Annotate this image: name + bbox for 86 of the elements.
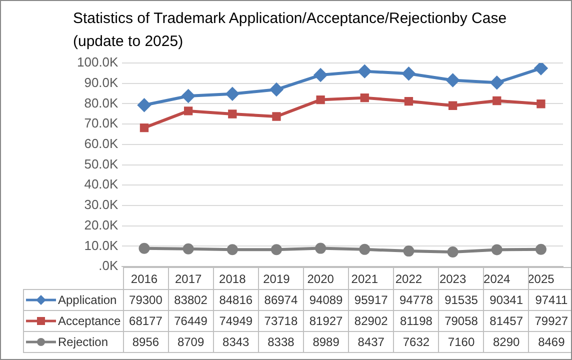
y-tick-label: 40.0K [84, 176, 119, 192]
point [226, 244, 238, 256]
point [492, 96, 502, 106]
y-tick-label: 90.0K [84, 74, 119, 90]
point [272, 112, 281, 121]
data-label: 91535 [438, 289, 484, 310]
y-tick-label: 50.0K [84, 156, 119, 172]
x-tick-label: 2018 [219, 272, 246, 286]
data-label: 81927 [304, 310, 349, 332]
y-tick-label: 30.0K [84, 197, 119, 212]
point [140, 123, 149, 132]
point [138, 242, 150, 254]
point [184, 106, 193, 116]
y-tick-label: 20.0K [84, 217, 119, 232]
point [182, 89, 195, 102]
data-label: 8469 [528, 331, 572, 352]
data-label: 90341 [484, 289, 529, 310]
data-label: 95917 [348, 289, 394, 310]
data-label: 79927 [528, 310, 572, 332]
data-label: 82902 [348, 310, 394, 332]
data-label: 7160 [438, 331, 484, 352]
data-label: 84816 [213, 289, 258, 310]
point [360, 93, 369, 102]
data-label: 73718 [258, 310, 304, 332]
data-label: 79058 [438, 310, 484, 332]
data-label: 8989 [304, 331, 349, 352]
x-tick-label: 2016 [130, 272, 158, 286]
legend-label: Application [58, 292, 117, 307]
point [536, 100, 546, 108]
x-tick-label: 2024 [484, 272, 511, 286]
legend-label: Acceptance [58, 314, 121, 328]
point [448, 101, 458, 110]
data-label: 97411 [528, 289, 572, 310]
point [535, 244, 546, 255]
point [490, 76, 504, 90]
y-tick-label: 70.0K [84, 116, 119, 131]
x-tick-label: 2022 [395, 272, 422, 286]
data-label: 94778 [394, 289, 439, 310]
point [446, 74, 460, 87]
data-label: 83802 [168, 289, 214, 310]
x-tick-label: 2023 [439, 272, 466, 286]
point [226, 87, 239, 100]
point [447, 246, 458, 258]
data-label: 68177 [123, 310, 168, 332]
data-label: 86974 [258, 289, 304, 310]
point [315, 242, 326, 254]
x-tick-label: 2021 [351, 272, 378, 286]
data-label: 81198 [394, 310, 439, 332]
chart-title: Statistics of Trademark Application/Acceptance/Rejectionby Case [73, 9, 507, 29]
data-label: 8709 [168, 331, 214, 352]
data-label: 8290 [484, 331, 529, 352]
data-label: 81457 [484, 310, 529, 332]
data-label: 74949 [213, 310, 258, 332]
y-tick-label: 80.0K [84, 95, 119, 110]
y-tick-label: .0K [98, 258, 119, 274]
legend-label: Rejection [58, 334, 108, 349]
point [359, 244, 370, 255]
chart-subtitle: (update to 2025) [73, 32, 184, 52]
point [314, 68, 328, 82]
data-label: 7632 [394, 331, 439, 352]
data-label: 8437 [348, 331, 394, 352]
point [534, 63, 548, 75]
point [403, 246, 414, 257]
y-tick-label: 60.0K [84, 136, 119, 152]
point [228, 110, 237, 118]
point [182, 243, 194, 254]
point [404, 96, 414, 106]
x-tick-label: 2017 [174, 272, 202, 286]
data-label: 76449 [168, 310, 214, 332]
point [491, 244, 502, 256]
point [270, 244, 282, 256]
point [358, 64, 372, 78]
y-tick-label: 100.0K [77, 54, 119, 70]
point [402, 67, 416, 80]
data-label: 79300 [123, 289, 168, 310]
data-label: 8956 [123, 331, 168, 352]
data-label: 8338 [258, 331, 304, 352]
x-tick-label: 2025 [528, 272, 555, 286]
y-tick-label: 10.0K [84, 238, 119, 253]
point [270, 83, 283, 96]
point [138, 98, 151, 112]
x-tick-label: 2019 [263, 272, 290, 286]
data-label: 94089 [304, 289, 349, 310]
data-label: 8343 [213, 331, 258, 352]
x-tick-label: 2020 [307, 272, 334, 286]
point [316, 95, 325, 104]
